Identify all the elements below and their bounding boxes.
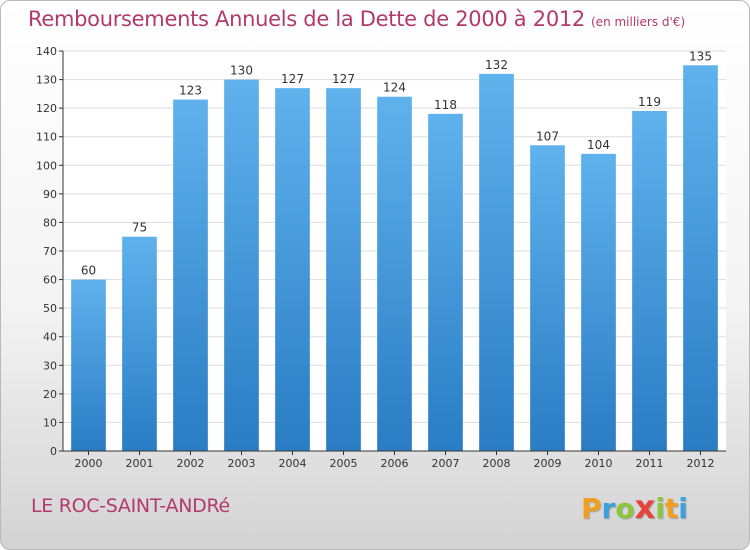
bar	[581, 153, 616, 451]
labels: 60 75 123 130 127 127 124 118 132 107 104 119 135	[81, 49, 712, 277]
chart-title-text: Remboursements Annuels de la Dette de 20…	[28, 7, 585, 31]
y-tick-label: 120	[36, 102, 57, 115]
y-tick-label: 110	[36, 131, 57, 144]
y-tick-label: 100	[36, 159, 57, 172]
y-tick-label: 10	[43, 416, 57, 429]
bar	[479, 73, 514, 451]
y-tick-label: 60	[43, 274, 57, 287]
bar-value-label: 118	[434, 98, 457, 112]
logo-letter: r	[601, 492, 616, 525]
x-tick-label: 2001	[126, 457, 154, 470]
y-tick-label: 90	[43, 188, 57, 201]
bar-value-label: 135	[689, 49, 712, 63]
bar-value-label: 123	[179, 84, 202, 98]
axes: 0 10 20 30 40 50 60 70 80 90 100 110 120 130 140 2000 20…	[36, 45, 726, 470]
bar-value-label: 132	[485, 58, 508, 72]
chart-title: Remboursements Annuels de la Dette de 20…	[28, 7, 685, 31]
bar-value-label: 104	[587, 138, 610, 152]
x-tick-label: 2006	[381, 457, 409, 470]
y-tick-label: 140	[36, 45, 57, 58]
x-tick-label: 2010	[585, 457, 613, 470]
x-tick-label: 2007	[432, 457, 460, 470]
logo-letter: i	[678, 492, 688, 525]
x-tick-label: 2012	[687, 457, 715, 470]
bar	[632, 111, 667, 451]
x-tick-label: 2000	[75, 457, 103, 470]
x-tick-label: 2003	[228, 457, 256, 470]
x-tick-label: 2005	[330, 457, 358, 470]
bar-value-label: 130	[230, 64, 253, 78]
bar	[275, 88, 310, 452]
y-tick-label: 50	[43, 302, 57, 315]
bar	[530, 145, 565, 452]
logo-letter: x	[634, 488, 656, 526]
y-tick-label: 130	[36, 74, 57, 87]
bar	[428, 113, 463, 451]
logo-letter: t	[664, 492, 679, 525]
bar	[173, 99, 208, 452]
bar	[683, 65, 718, 452]
x-tick-label: 2002	[177, 457, 205, 470]
bar	[377, 96, 412, 451]
bar-value-label: 75	[132, 221, 147, 235]
bar	[326, 88, 361, 452]
bar	[224, 79, 259, 452]
x-tick-label: 2008	[483, 457, 511, 470]
bars	[71, 65, 718, 452]
logo-letter: o	[615, 492, 635, 525]
y-tick-label: 30	[43, 359, 57, 372]
commune-name: LE ROC-SAINT-ANDRé	[31, 495, 230, 517]
bar	[71, 279, 106, 451]
x-tick-label: 2011	[636, 457, 664, 470]
bar-value-label: 127	[281, 72, 304, 86]
logo-letter: i	[655, 492, 665, 525]
y-tick-label: 80	[43, 216, 57, 229]
y-tick-label: 40	[43, 331, 57, 344]
bar	[122, 236, 157, 451]
proxiti-logo: Proxiti	[581, 488, 688, 526]
y-tick-label: 20	[43, 388, 57, 401]
x-tick-label: 2004	[279, 457, 307, 470]
bar-value-label: 107	[536, 129, 559, 143]
bar-value-label: 60	[81, 264, 96, 278]
bar-value-label: 127	[332, 72, 355, 86]
y-tick-label: 70	[43, 245, 57, 258]
logo-letter: P	[581, 492, 602, 525]
x-tick-label: 2009	[534, 457, 562, 470]
chart-unit-note: (en milliers d'€)	[591, 15, 686, 29]
bar-value-label: 119	[638, 95, 661, 109]
bar-value-label: 124	[383, 81, 406, 95]
y-tick-label: 0	[50, 445, 57, 458]
